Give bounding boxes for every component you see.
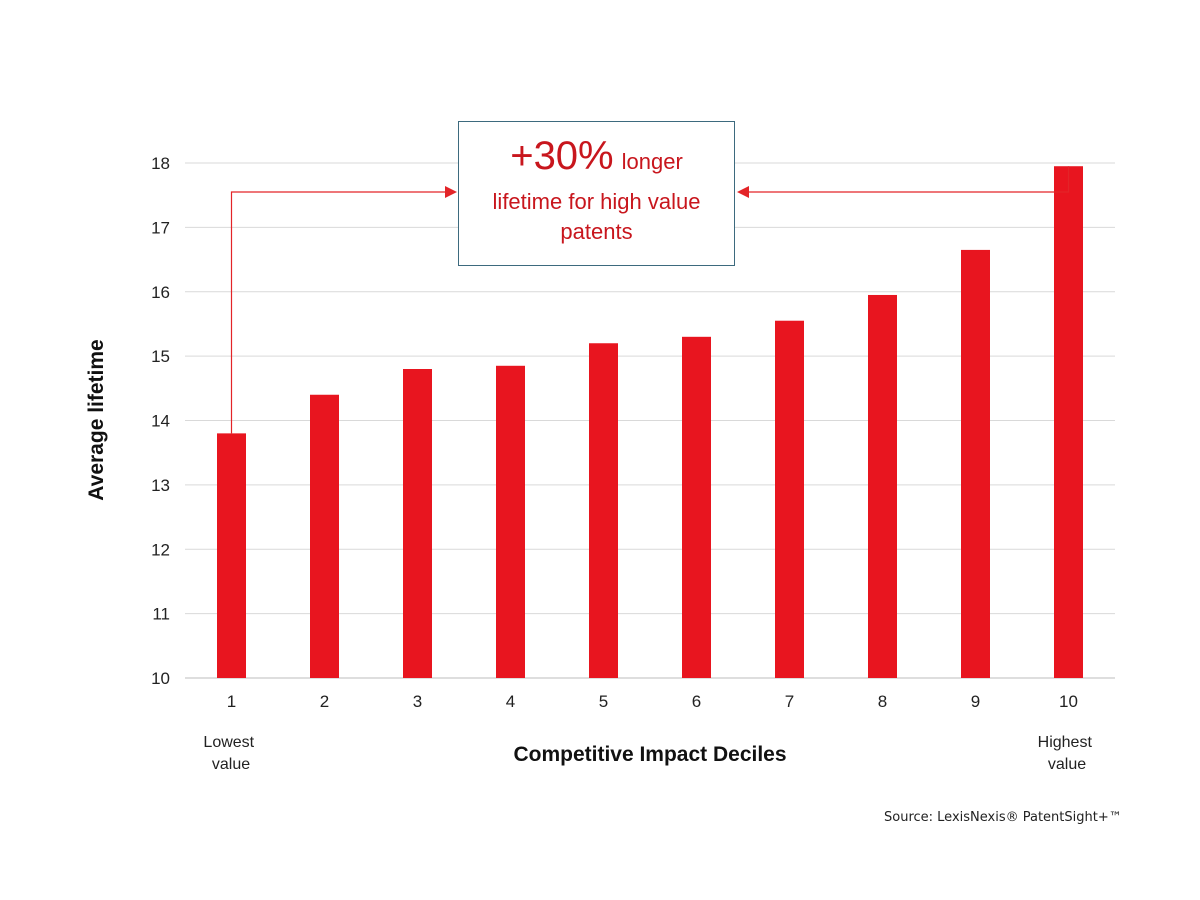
bar-9 — [961, 249, 990, 678]
x-axis-ticks: 1 2 3 4 5 6 7 8 9 10 — [227, 692, 1078, 711]
x-tick-label: 7 — [785, 692, 794, 711]
bar-3 — [403, 369, 432, 678]
right-arrow-head — [737, 186, 749, 198]
bar-1 — [217, 433, 246, 678]
y-tick-label: 17 — [151, 218, 170, 237]
y-tick-label: 13 — [151, 476, 170, 495]
callout-headline: +30% longer — [459, 134, 734, 187]
highest-value-label: Highest value — [1038, 734, 1097, 773]
callout-longer: longer — [621, 149, 683, 174]
x-axis-title: Competitive Impact Deciles — [513, 743, 786, 766]
lowest-value-line2: value — [212, 756, 250, 773]
bar-10 — [1054, 166, 1083, 678]
bars — [217, 166, 1083, 678]
y-tick-label: 15 — [151, 347, 170, 366]
bar-4 — [496, 365, 525, 678]
y-tick-label: 18 — [151, 154, 170, 173]
annotation-callout: +30% longer lifetime for high value paten… — [458, 121, 735, 266]
left-arrow-head — [445, 186, 457, 198]
x-tick-label: 10 — [1059, 692, 1078, 711]
x-tick-label: 3 — [413, 692, 422, 711]
bar-5 — [589, 343, 618, 678]
callout-text-line2: patents — [560, 219, 633, 244]
y-tick-label: 16 — [151, 283, 170, 302]
annotation-arrows — [230, 166, 1070, 434]
y-tick-label: 11 — [152, 605, 170, 624]
bar-2 — [310, 394, 339, 678]
right-arrow-line — [748, 166, 1070, 193]
highest-value-line2: value — [1048, 756, 1086, 773]
y-tick-label: 10 — [151, 669, 170, 688]
bar-6 — [682, 336, 711, 678]
bar-7 — [775, 320, 804, 678]
x-tick-label: 8 — [878, 692, 887, 711]
highest-value-line1: Highest — [1038, 734, 1093, 751]
y-axis-ticks: 10 11 12 13 14 15 16 17 18 — [151, 154, 170, 688]
x-tick-label: 9 — [971, 692, 980, 711]
lowest-value-line1: Lowest — [203, 734, 254, 751]
y-tick-label: 14 — [151, 412, 170, 431]
callout-percentage: +30% — [510, 134, 614, 178]
y-axis-title: Average lifetime — [85, 339, 108, 500]
bar-8 — [868, 294, 897, 678]
left-arrow-line — [230, 191, 446, 434]
x-tick-label: 1 — [227, 692, 236, 711]
y-tick-label: 12 — [151, 540, 170, 559]
callout-text-line1: lifetime for high value — [492, 189, 701, 214]
x-tick-label: 5 — [599, 692, 608, 711]
x-tick-label: 2 — [320, 692, 329, 711]
source-note: Source: LexisNexis® PatentSight+™ — [884, 810, 1122, 825]
lowest-value-label: Lowest value — [203, 734, 258, 773]
x-tick-label: 4 — [506, 692, 515, 711]
x-tick-label: 6 — [692, 692, 701, 711]
